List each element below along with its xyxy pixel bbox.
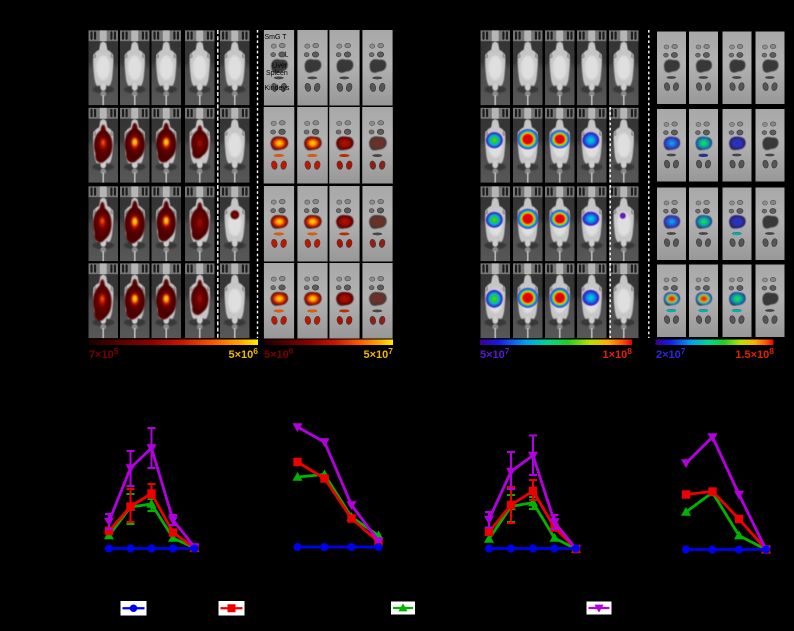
svg-text:2×107: 2×107 [656, 346, 686, 361]
svg-text:5×106: 5×106 [228, 346, 258, 361]
svg-text:L: L [285, 52, 289, 59]
svg-text:Kindeys: Kindeys [265, 85, 290, 92]
svg-text:5×107: 5×107 [363, 346, 393, 361]
svg-text:7×105: 7×105 [89, 346, 119, 361]
svg-text:5×107: 5×107 [480, 346, 510, 361]
svg-text:Liver: Liver [272, 63, 288, 70]
svg-text:1×108: 1×108 [602, 346, 632, 361]
svg-text:1.5×108: 1.5×108 [735, 346, 774, 361]
svg-text:5×106: 5×106 [264, 346, 294, 361]
svg-text:SmG T: SmG T [265, 34, 288, 41]
svg-text:Spleen: Spleen [266, 70, 288, 77]
